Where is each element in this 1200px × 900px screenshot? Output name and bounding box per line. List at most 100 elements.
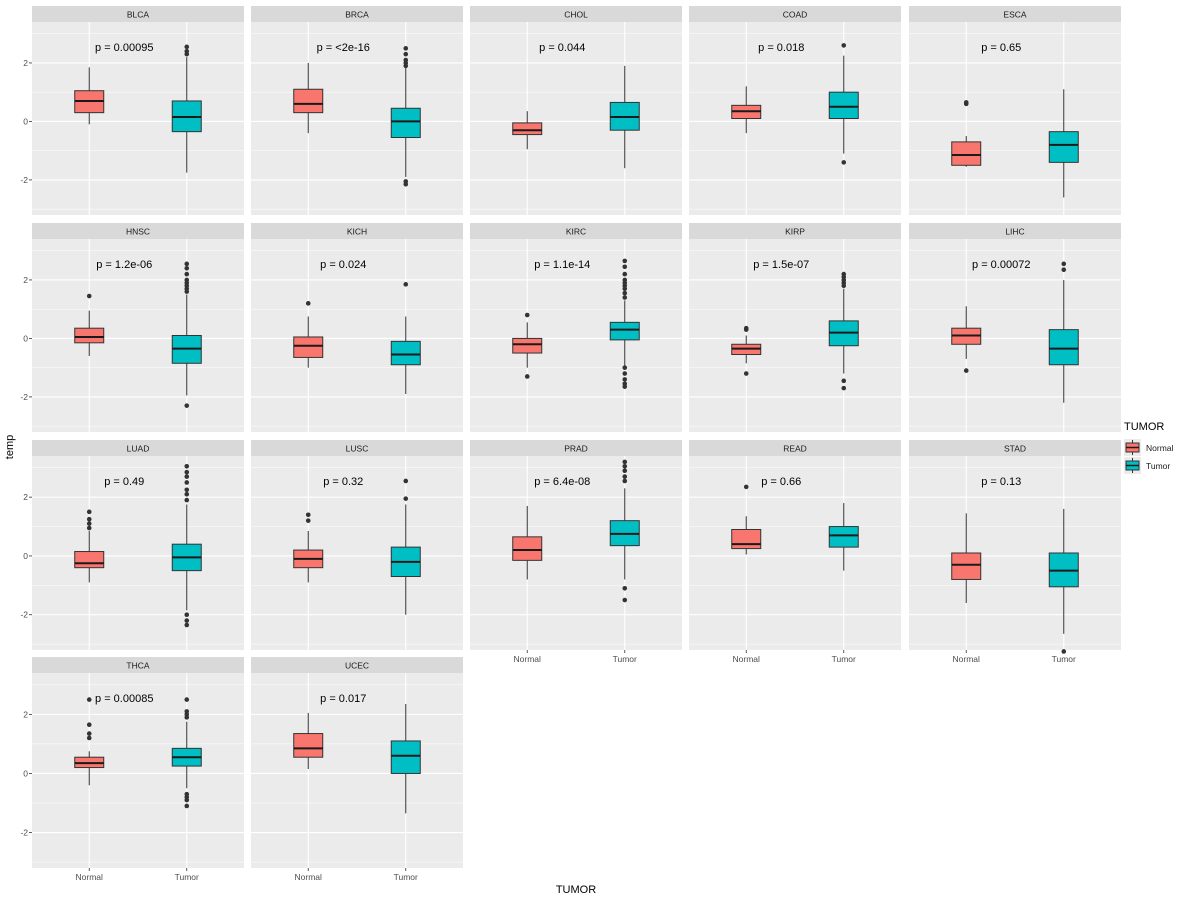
p-value-label: p = 0.49	[104, 476, 144, 488]
facet-strip-label: UCEC	[345, 661, 369, 671]
box-iqr	[293, 733, 324, 758]
facet-strip	[32, 657, 244, 673]
y-tick-label: -2	[20, 610, 28, 620]
box-tumor	[828, 43, 859, 165]
facet-strip	[251, 657, 463, 673]
x-tick-label: Normal	[76, 872, 104, 882]
legend-label: Tumor	[1146, 461, 1170, 471]
x-tick-label: Normal	[295, 872, 323, 882]
p-value-label: p = 0.00085	[95, 693, 153, 705]
p-value-label: p = 0.13	[981, 476, 1021, 488]
panel-background	[470, 239, 682, 432]
box-tumor	[609, 258, 640, 389]
facet-strip-label: LUAD	[127, 444, 150, 454]
facet-panel-lusc: LUSC p = 0.32	[251, 440, 463, 650]
outlier-point	[841, 43, 847, 48]
facet-panel-brca: BRCA p = <2e-16	[251, 6, 463, 215]
box-normal	[293, 512, 324, 583]
outlier-point	[86, 509, 92, 515]
panel-background	[32, 456, 244, 650]
box-normal	[74, 293, 105, 356]
y-tick-label: 0	[23, 551, 28, 561]
box-tumor	[390, 704, 421, 814]
outlier-point	[403, 282, 409, 287]
box-iqr	[74, 551, 105, 569]
facet-strip-label: THCA	[126, 661, 149, 671]
p-value-label: p = 0.00072	[972, 259, 1030, 271]
outlier-point	[184, 265, 190, 271]
panel-background	[32, 22, 244, 215]
box-tumor	[609, 65, 640, 169]
outlier-point	[305, 301, 311, 306]
facet-panels: BLCA p = 0.00095 -2 0 2 BRCA p = <2e-16 CHOL p =…	[20, 6, 1121, 882]
outlier-point	[403, 51, 409, 57]
box-iqr	[293, 336, 324, 358]
panel-background	[32, 673, 244, 868]
facet-panel-read: READ p = 0.66 Normal Tumor	[689, 440, 901, 664]
panel-background	[689, 456, 901, 650]
box-tumor	[828, 271, 859, 391]
p-value-label: p = 0.00095	[95, 42, 153, 54]
box-iqr	[390, 740, 421, 774]
y-tick-label: 2	[23, 492, 28, 502]
x-tick-label: Tumor	[613, 654, 637, 664]
box-normal	[74, 697, 105, 786]
outlier-point	[86, 293, 92, 299]
panel-background	[251, 673, 463, 868]
outlier-point	[403, 57, 409, 63]
panel-background	[32, 239, 244, 432]
facet-strip-label: LIHC	[1005, 227, 1024, 237]
facet-strip	[909, 6, 1121, 22]
outlier-point	[184, 480, 190, 485]
facet-panel-esca: ESCA p = 0.65	[909, 6, 1121, 215]
outlier-point	[184, 697, 190, 702]
panel-background	[470, 456, 682, 650]
box-normal	[731, 484, 762, 555]
box-iqr	[293, 88, 324, 114]
box-normal	[951, 513, 982, 603]
box-tumor	[390, 478, 421, 615]
box-tumor	[171, 697, 202, 809]
p-value-label: p = 0.024	[320, 259, 366, 271]
y-axis-title: temp	[4, 435, 16, 459]
facet-strip-label: STAD	[1004, 444, 1026, 454]
box-tumor	[171, 261, 202, 408]
box-tumor	[390, 282, 421, 394]
outlier-point	[403, 181, 409, 187]
y-tick-label: 0	[23, 333, 28, 343]
outlier-point	[963, 100, 969, 105]
outlier-point	[622, 290, 628, 296]
outlier-point	[403, 478, 409, 484]
box-iqr	[609, 321, 640, 341]
facet-strip-label: LUSC	[346, 444, 369, 454]
box-iqr	[512, 122, 543, 136]
outlier-point	[184, 709, 190, 714]
facet-panel-thca: THCA p = 0.00085 -2 0 2 Normal Tumor	[20, 657, 244, 882]
p-value-label: p = 0.017	[320, 693, 366, 705]
outlier-point	[184, 277, 190, 283]
outlier-point	[622, 463, 628, 469]
facet-panel-coad: COAD p = 0.018	[689, 6, 901, 215]
outlier-point	[524, 374, 530, 379]
outlier-point	[184, 797, 190, 803]
box-tumor	[609, 459, 640, 603]
x-axis-title: TUMOR	[556, 884, 596, 896]
outlier-point	[86, 735, 92, 741]
panel-background	[251, 456, 463, 650]
box-iqr	[512, 337, 543, 354]
facet-strip	[32, 223, 244, 239]
x-tick-label: Tumor	[175, 872, 199, 882]
outlier-point	[184, 622, 190, 628]
y-tick-label: 0	[23, 116, 28, 126]
facet-strip	[689, 440, 901, 456]
outlier-point	[524, 312, 530, 318]
facet-strip-label: KIRP	[785, 227, 805, 237]
outlier-point	[622, 597, 628, 603]
outlier-point	[622, 271, 628, 277]
box-tumor	[828, 503, 859, 571]
facet-panel-hnsc: HNSC p = 1.2e-06 -2 0 2	[20, 223, 244, 432]
facet-strip-label: CHOL	[564, 10, 588, 20]
p-value-label: p = 6.4e-08	[534, 476, 590, 488]
outlier-point	[184, 803, 190, 809]
facet-strip	[251, 223, 463, 239]
